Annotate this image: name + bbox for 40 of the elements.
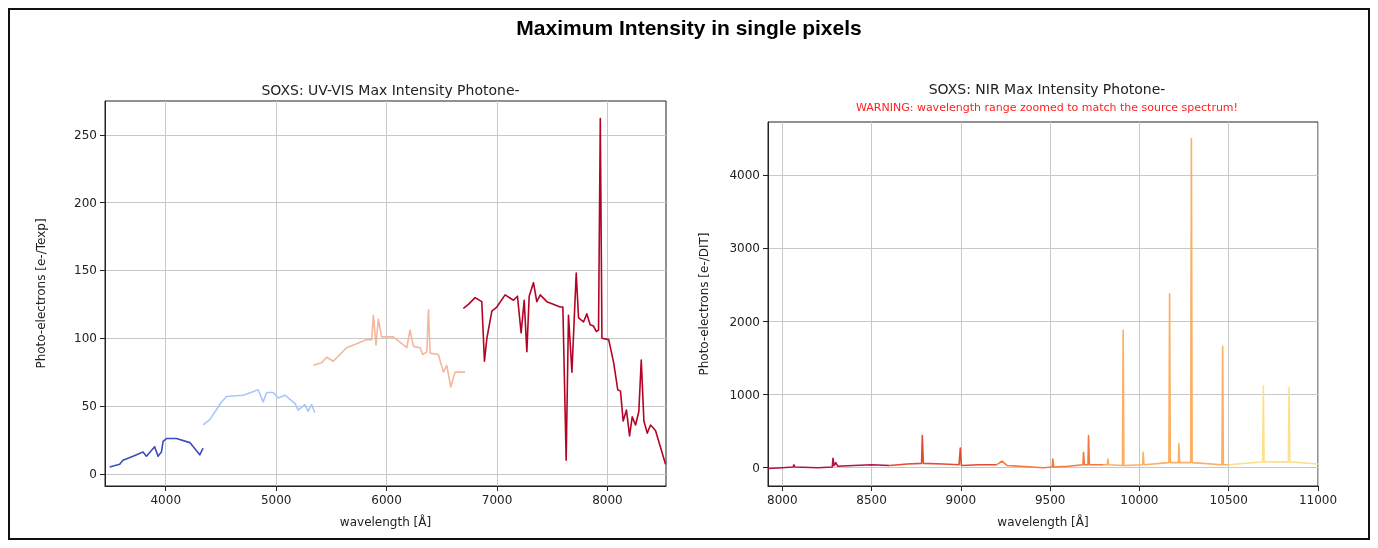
- line-series: [462, 117, 667, 466]
- x-axis-title: wavelength [Å]: [997, 514, 1089, 529]
- line-series: [888, 434, 998, 467]
- x-tick-label: 8000: [592, 493, 623, 507]
- line-series: [767, 457, 891, 470]
- line-series: [1227, 385, 1319, 466]
- x-axis-title: wavelength [Å]: [339, 514, 432, 529]
- x-tick-label: 9500: [1034, 493, 1066, 507]
- y-tick-label: 1000: [729, 387, 760, 402]
- text: WARNING: wavelength range zoomed to match the source spectrum!: [856, 101, 1238, 114]
- line-series: [312, 308, 466, 388]
- x-tick-label: 10500: [1209, 493, 1248, 507]
- x-tick-label: 8500: [856, 493, 887, 507]
- line-series: [108, 437, 204, 468]
- y-axis-title: Photo-electrons [e-/Texp]: [34, 218, 48, 369]
- y-tick-label: 50: [81, 399, 97, 414]
- chart-title: Maximum Intensity in single pixels: [515, 16, 863, 40]
- chart-title: SOXS: NIR Max Intensity Photone-: [928, 81, 1166, 97]
- y-tick-label: 0: [89, 466, 97, 481]
- x-tick-label: 9000: [945, 493, 977, 507]
- x-tick-label: 6000: [371, 493, 402, 507]
- line-series: [1102, 138, 1230, 467]
- x-tick-label: 8000: [767, 493, 798, 507]
- y-tick-label: 100: [74, 331, 97, 346]
- y-tick-label: 3000: [729, 241, 760, 256]
- line-series: [995, 434, 1105, 469]
- x-tick-label: 10000: [1120, 493, 1159, 507]
- y-tick-label: 250: [74, 127, 97, 142]
- y-axis-title: Photo-electrons [e-/DIT]: [697, 232, 711, 376]
- y-tick-label: 2000: [729, 314, 760, 329]
- x-tick-label: 11000: [1298, 493, 1338, 507]
- line-series: [202, 388, 316, 426]
- y-tick-label: 150: [74, 263, 97, 278]
- y-tick-label: 200: [74, 195, 97, 210]
- y-tick-label: 0: [752, 460, 760, 475]
- x-tick-label: 7000: [481, 493, 513, 507]
- chart-subtitle: SOXS: UV-VIS Max Intensity Photone-: [261, 82, 520, 98]
- y-tick-label: 4000: [729, 168, 760, 183]
- x-tick-label: 5000: [260, 493, 292, 507]
- x-tick-label: 4000: [150, 493, 182, 507]
